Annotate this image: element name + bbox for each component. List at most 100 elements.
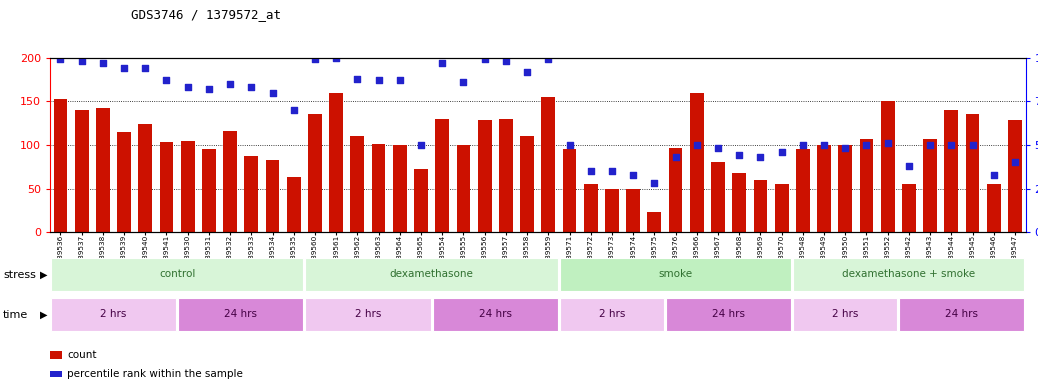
Bar	[95, 108, 110, 232]
Point	[74, 58, 90, 64]
Bar	[138, 124, 153, 232]
Point	[285, 107, 302, 113]
Bar	[351, 136, 364, 232]
Bar	[817, 145, 831, 232]
Bar	[499, 119, 513, 232]
Point	[158, 77, 174, 83]
Text: control: control	[159, 269, 195, 279]
Bar	[223, 131, 237, 232]
Text: smoke: smoke	[658, 269, 692, 279]
Text: 24 hrs: 24 hrs	[946, 309, 979, 319]
Bar	[457, 145, 470, 232]
Bar	[433, 298, 557, 331]
Bar	[754, 180, 767, 232]
Point	[858, 142, 875, 148]
Point	[837, 146, 853, 152]
Point	[137, 65, 154, 71]
Bar	[160, 142, 173, 232]
Bar	[859, 139, 873, 232]
Bar	[583, 184, 598, 232]
Point	[519, 68, 536, 74]
Bar	[668, 147, 682, 232]
Point	[265, 89, 281, 96]
Point	[667, 154, 684, 160]
Text: 2 hrs: 2 hrs	[599, 309, 625, 319]
Bar	[563, 149, 576, 232]
Bar	[559, 258, 791, 291]
Bar	[305, 258, 557, 291]
Point	[328, 55, 345, 61]
Text: ▶: ▶	[39, 310, 48, 320]
Point	[222, 81, 239, 87]
Bar	[266, 160, 279, 232]
Bar	[796, 149, 810, 232]
Point	[879, 140, 896, 146]
Bar	[54, 99, 67, 232]
Point	[688, 142, 705, 148]
Bar	[899, 298, 1025, 331]
Bar	[372, 144, 385, 232]
Point	[710, 146, 727, 152]
Bar	[520, 136, 534, 232]
Bar	[308, 114, 322, 232]
Point	[497, 58, 514, 64]
Bar	[923, 139, 937, 232]
Bar	[902, 184, 916, 232]
Point	[434, 60, 450, 66]
Bar	[117, 132, 131, 232]
Point	[94, 60, 111, 66]
Point	[455, 79, 471, 85]
Bar	[1008, 121, 1021, 232]
Point	[540, 56, 556, 63]
Bar	[690, 93, 704, 232]
Bar	[181, 141, 194, 232]
Bar	[626, 189, 640, 232]
Point	[582, 168, 599, 174]
Point	[476, 56, 493, 63]
Text: 2 hrs: 2 hrs	[101, 309, 127, 319]
Bar	[965, 114, 980, 232]
Bar	[987, 184, 1001, 232]
Bar	[51, 258, 303, 291]
Bar	[244, 156, 258, 232]
Bar	[793, 258, 1025, 291]
Bar	[648, 212, 661, 232]
Text: time: time	[3, 310, 28, 320]
Text: 2 hrs: 2 hrs	[355, 309, 381, 319]
Bar	[711, 162, 725, 232]
Point	[625, 172, 641, 178]
Bar	[839, 145, 852, 232]
Point	[391, 77, 408, 83]
Bar	[75, 110, 88, 232]
Bar	[477, 121, 492, 232]
Bar	[305, 298, 431, 331]
Text: ▶: ▶	[39, 270, 48, 280]
Text: count: count	[67, 350, 97, 360]
Bar	[393, 145, 407, 232]
Point	[52, 56, 69, 63]
Point	[985, 172, 1002, 178]
Text: 24 hrs: 24 hrs	[479, 309, 512, 319]
Bar	[774, 184, 789, 232]
Point	[180, 84, 196, 90]
Text: percentile rank within the sample: percentile rank within the sample	[67, 369, 243, 379]
Point	[773, 149, 790, 155]
Bar	[51, 298, 176, 331]
Text: 2 hrs: 2 hrs	[832, 309, 858, 319]
Point	[413, 142, 430, 148]
Bar	[435, 119, 449, 232]
Text: GDS3746 / 1379572_at: GDS3746 / 1379572_at	[131, 8, 280, 21]
Point	[306, 56, 323, 63]
Text: dexamethasone + smoke: dexamethasone + smoke	[842, 269, 976, 279]
Bar	[732, 173, 746, 232]
Point	[371, 77, 387, 83]
Bar	[945, 110, 958, 232]
Point	[964, 142, 981, 148]
Bar	[666, 298, 791, 331]
Point	[349, 76, 365, 82]
Point	[562, 142, 578, 148]
Point	[1007, 159, 1023, 166]
Point	[794, 142, 811, 148]
Point	[200, 86, 217, 92]
Point	[243, 84, 260, 90]
